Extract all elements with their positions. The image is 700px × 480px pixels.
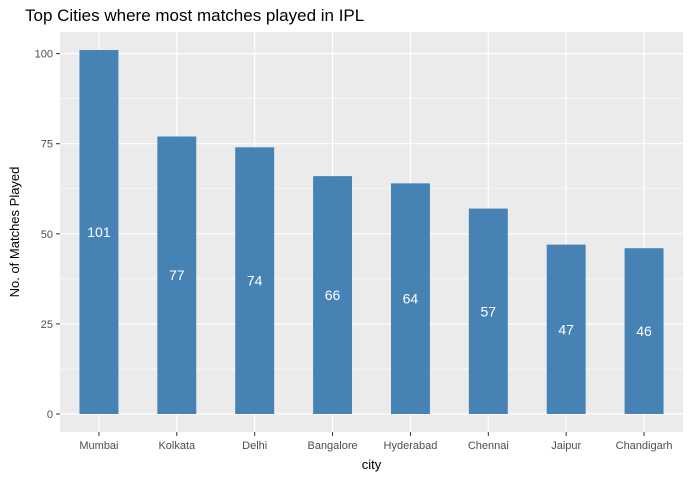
data-label: 101 <box>87 224 111 240</box>
x-tick-label: Chandigarh <box>616 440 673 452</box>
data-label: 46 <box>636 323 652 339</box>
bar <box>546 244 586 414</box>
data-label: 57 <box>481 303 497 319</box>
x-tick-label: Bangalore <box>307 440 357 452</box>
x-tick-label: Hyderabad <box>384 440 438 452</box>
y-tick-label: 0 <box>47 409 53 421</box>
bar <box>157 136 197 414</box>
bar <box>313 176 353 414</box>
bar <box>468 208 508 414</box>
data-label: 64 <box>403 291 419 307</box>
bar <box>624 248 664 414</box>
y-axis-title: No. of Matches Played <box>7 167 22 298</box>
y-tick-label: 75 <box>41 139 53 151</box>
x-tick-label: Chennai <box>468 440 509 452</box>
data-label: 47 <box>558 321 574 337</box>
x-axis-title: city <box>362 457 382 472</box>
data-label: 66 <box>325 287 341 303</box>
bar <box>79 50 119 414</box>
chart-title: Top Cities where most matches played in … <box>25 6 365 25</box>
y-tick-label: 100 <box>35 49 53 61</box>
bars <box>79 50 664 414</box>
x-tick-label: Kolkata <box>158 440 196 452</box>
plot-panel <box>60 32 683 432</box>
x-tick-label: Mumbai <box>79 440 118 452</box>
y-tick-label: 25 <box>41 319 53 331</box>
data-label: 77 <box>169 267 185 283</box>
y-tick-label: 50 <box>41 229 53 241</box>
data-label: 74 <box>247 273 263 289</box>
x-tick-label: Delhi <box>242 440 267 452</box>
bar <box>390 183 430 414</box>
y-axis-ticks: 0 25 50 75 100 <box>35 49 60 421</box>
data-labels: 101 77 74 66 64 57 47 46 <box>87 224 652 339</box>
bar <box>235 147 275 414</box>
x-axis-ticks: Mumbai Kolkata Delhi Bangalore Hyderabad Chen… <box>79 432 673 452</box>
x-tick-label: Jaipur <box>551 440 581 452</box>
